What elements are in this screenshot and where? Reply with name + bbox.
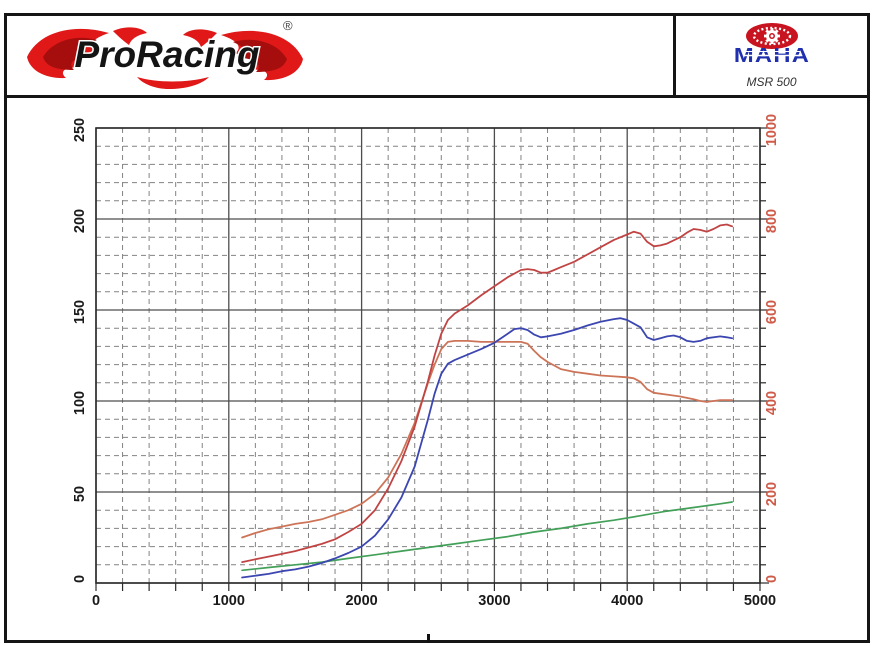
bottom-fold-mark xyxy=(427,634,430,643)
proracing-logo: ProRacing xyxy=(27,27,303,89)
dyno-model-label: MSR 500 xyxy=(746,75,797,89)
registered-trademark-symbol: ® xyxy=(283,18,293,33)
flame-under-icon xyxy=(137,77,209,89)
report-border xyxy=(4,13,870,643)
flame-right-icon xyxy=(183,29,303,81)
header-left-cell: ProRacing ® xyxy=(7,16,673,95)
header-right-cell: MAHA MSR 500 xyxy=(673,16,867,95)
flame-left-icon xyxy=(27,27,147,79)
brand-wordmark: ProRacing xyxy=(74,34,259,75)
maha-logo: MAHA xyxy=(733,23,808,67)
maha-gear-icon xyxy=(763,28,780,44)
report-header: ProRacing ® xyxy=(7,16,867,98)
